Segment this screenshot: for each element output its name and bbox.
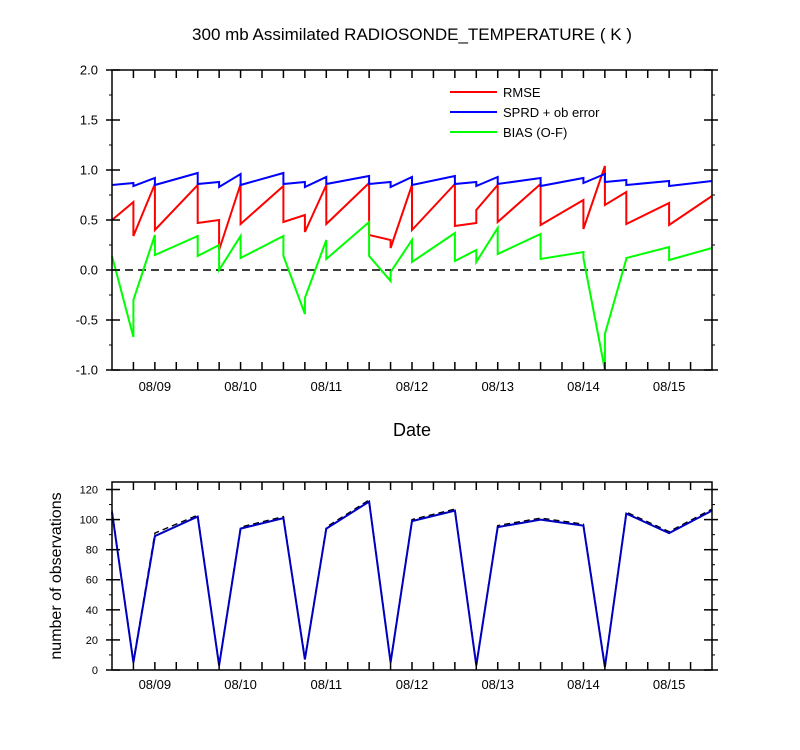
y-tick-label: 20: [86, 635, 98, 647]
y-tick-label: 1.5: [80, 113, 98, 128]
y-tick-label: -1.0: [76, 363, 98, 378]
bottom-plot-frame: [111, 481, 713, 671]
legend-label: BIAS (O-F): [503, 125, 567, 140]
x-axis-label: Date: [393, 420, 431, 440]
top-series-group: [111, 165, 713, 371]
y-tick-label: 2.0: [80, 63, 98, 78]
x-tick-label: 08/09: [139, 677, 172, 692]
x-tick-label: 08/10: [224, 677, 257, 692]
x-tick-label: 08/13: [481, 379, 514, 394]
series-line-sprd-ob-error: [111, 171, 713, 189]
bottom-chart: 0 20 40 60 80 100 120 08/09 08/10 08/11 08/12 08/13…: [48, 481, 718, 692]
top-chart: 300 mb Assimilated RADIOSONDE_TEMPERATUR…: [76, 25, 718, 440]
x-tick-label: 08/14: [567, 379, 600, 394]
y-tick-label: 0: [92, 665, 98, 677]
x-tick-label: 08/13: [481, 677, 514, 692]
y-tick-label: 80: [86, 545, 98, 557]
bottom-axis-ticks: 0 20 40 60 80 100 120 08/09 08/10 08/11 08/12 08/13…: [80, 482, 718, 692]
x-tick-label: 08/11: [310, 379, 342, 394]
y-tick-label: -0.5: [76, 313, 98, 328]
series-line-bias-o-f: [111, 219, 713, 371]
legend: RMSE SPRD + ob error BIAS (O-F): [450, 85, 600, 140]
x-tick-label: 08/11: [310, 677, 342, 692]
legend-label: SPRD + ob error: [503, 105, 600, 120]
y-tick-label: 0.0: [80, 263, 98, 278]
series-line-observations-assimilated: [111, 499, 713, 668]
chart-title: 300 mb Assimilated RADIOSONDE_TEMPERATUR…: [192, 25, 632, 44]
bottom-series-group: [111, 498, 713, 668]
series-line-rmse: [111, 165, 713, 251]
y-tick-label: 120: [80, 484, 98, 496]
y-axis-label: number of observations: [48, 492, 65, 659]
x-tick-label: 08/14: [567, 677, 600, 692]
x-tick-label: 08/12: [396, 677, 429, 692]
top-axis-ticks: 2.0 1.5 1.0 0.5 0.0 -0.5 -1.0 08/09 08/10 08/11 08…: [76, 63, 718, 394]
x-tick-label: 08/09: [139, 379, 172, 394]
x-tick-label: 08/15: [653, 677, 686, 692]
y-tick-label: 40: [86, 605, 98, 617]
y-tick-label: 1.0: [80, 163, 98, 178]
x-tick-label: 08/12: [396, 379, 429, 394]
x-tick-label: 08/10: [224, 379, 257, 394]
y-tick-label: 100: [80, 515, 98, 527]
legend-label: RMSE: [503, 85, 541, 100]
y-tick-label: 0.5: [80, 213, 98, 228]
y-tick-label: 60: [86, 575, 98, 587]
x-tick-label: 08/15: [653, 379, 686, 394]
